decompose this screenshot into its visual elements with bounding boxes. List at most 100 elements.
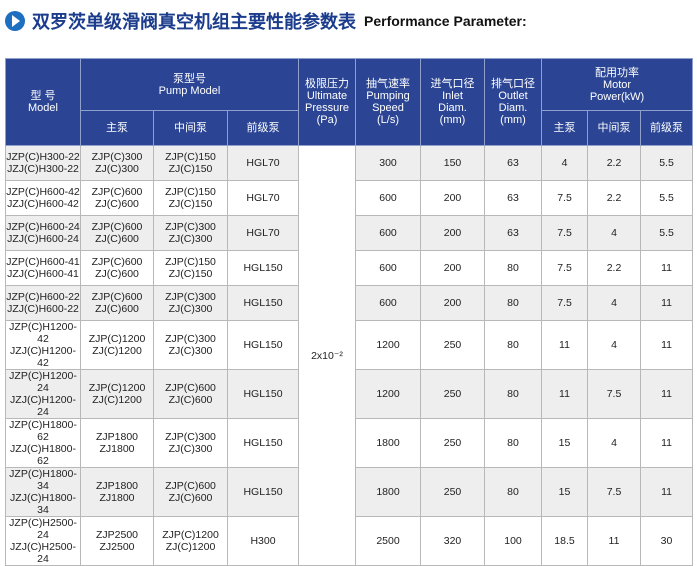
cell-line: 5.5 [659, 192, 674, 204]
data-cell: HGL70 [227, 215, 299, 251]
data-cell: 2.2 [587, 180, 641, 216]
cell-line: 2500 [376, 535, 400, 547]
data-row: JZP(C)H600-41 JZJ(C)H600-41 ZJP(C)600 ZJ(C)… [5, 250, 694, 286]
data-cell: ZJP1800 ZJ1800 [80, 467, 154, 517]
data-cell: ZJP(C)600 ZJ(C)600 [153, 369, 228, 419]
cell-line: JZJ(C)H600-22 [7, 303, 79, 315]
data-cell: 4 [587, 215, 641, 251]
data-cell: ZJP(C)150 ZJ(C)150 [153, 250, 228, 286]
cell-line: ZJ(C)300 [168, 443, 213, 455]
cell-line: 18.5 [554, 535, 575, 547]
cell-line: 7.5 [557, 262, 572, 274]
cell-line: 150 [443, 157, 462, 169]
cell-line: Speed [372, 102, 404, 114]
cell-line: 11 [661, 388, 672, 400]
subheader-cell: 中间泵 [153, 110, 228, 146]
cell-line: HGL150 [243, 388, 283, 400]
cell-line: 250 [443, 388, 462, 400]
cell-line: Outlet [498, 90, 528, 102]
data-cell: JZP(C)H2500-24 JZJ(C)H2500-24 [5, 516, 81, 566]
cell-line: 抽气速率 [366, 78, 410, 90]
data-cell: 80 [484, 320, 542, 370]
cell-line: ZJ(C)600 [95, 198, 139, 210]
cell-line: 11 [661, 486, 672, 498]
cell-line: ZJ2500 [99, 541, 135, 553]
data-cell: 7.5 [541, 180, 588, 216]
data-cell: 11 [639, 285, 694, 321]
data-cell: HGL70 [227, 145, 299, 181]
data-cell: ZJP(C)300 ZJ(C)300 [80, 145, 154, 181]
cell-line: ZJP1800 [95, 431, 139, 443]
cell-line: ZJP1800 [95, 480, 139, 492]
data-cell: ZJP(C)600 ZJ(C)600 [153, 467, 228, 517]
data-row: JZP(C)H300-22 JZJ(C)H300-22 ZJP(C)300 ZJ(C)… [5, 145, 694, 566]
data-cell: 4 [541, 145, 588, 181]
data-cell: 250 [420, 467, 485, 517]
cell-line: 15 [558, 437, 571, 449]
data-row: JZP(C)H600-42 JZJ(C)H600-42 ZJP(C)600 ZJ(C)… [5, 180, 694, 216]
cell-line: ZJ(C)300 [168, 345, 213, 357]
data-cell: 600 [355, 215, 421, 251]
data-cell: 600 [355, 250, 421, 286]
data-row: JZP(C)H1200-42 JZJ(C)H1200-42 ZJP(C)1200 ZJ… [5, 320, 694, 370]
data-cell: JZP(C)H300-22 JZJ(C)H300-22 [5, 145, 81, 181]
cell-line: 11 [661, 339, 672, 351]
cell-line: 600 [379, 192, 397, 204]
data-cell: 18.5 [541, 516, 588, 566]
cell-line: ZJP(C)1200 [88, 382, 146, 394]
cell-line: JZJ(C)H600-42 [7, 198, 79, 210]
cell-line: 7.5 [606, 486, 622, 498]
data-cell: 63 [484, 215, 542, 251]
cell-line: 1200 [376, 388, 400, 400]
title-cn: 双罗茨单级滑阀真空机组主要性能参数表 [32, 12, 356, 33]
data-cell: JZP(C)H1800-62 JZJ(C)H1800-62 [5, 418, 81, 468]
cell-line: ZJP(C)600 [165, 382, 216, 394]
data-cell: 15 [541, 418, 588, 468]
data-cell: JZP(C)H600-22 JZJ(C)H600-22 [5, 285, 81, 321]
data-cell: ZJP(C)300 ZJ(C)300 [153, 418, 228, 468]
cell-line: ZJ(C)1200 [92, 345, 142, 357]
header-cell: 抽气速率 Pumping Speed (L/s) [355, 58, 421, 146]
data-cell: ZJP(C)300 ZJ(C)300 [153, 320, 228, 370]
data-cell: ZJP2500 ZJ2500 [80, 516, 154, 566]
data-cell: JZP(C)H1200-24 JZJ(C)H1200-24 [5, 369, 81, 419]
cell-line: ZJ(C)150 [168, 163, 213, 175]
cell-line: JZP(C)H600-22 [6, 291, 80, 303]
cell-line: 4 [611, 227, 617, 239]
cell-line: JZP(C)H600-42 [6, 186, 80, 198]
cell-line: 配用功率 [595, 66, 640, 79]
data-cell: 150 [420, 145, 485, 181]
cell-line: 4 [561, 157, 568, 169]
data-cell: 5.5 [639, 145, 694, 181]
cell-line: JZJ(C)H600-24 [7, 233, 79, 245]
cell-line: ZJP(C)300 [91, 151, 143, 163]
cell-line: Motor [602, 78, 632, 91]
data-cell: JZP(C)H600-41 JZJ(C)H600-41 [5, 250, 81, 286]
cell-line: ZJ1800 [99, 443, 135, 455]
cell-line: (mm) [500, 114, 526, 126]
cell-line: 1800 [376, 437, 400, 449]
cell-line: ZJP(C)300 [165, 333, 216, 345]
data-cell: 80 [484, 250, 542, 286]
subheader-cell: 前级泵 [639, 110, 694, 146]
header-cell: 型 号 Model [5, 58, 81, 146]
data-row: JZP(C)H1200-24 JZJ(C)H1200-24 ZJP(C)1200 ZJ… [5, 369, 694, 419]
data-cell: 200 [420, 180, 485, 216]
data-cell: 1200 [355, 369, 421, 419]
data-cell: 5.5 [639, 180, 694, 216]
cell-line: 15 [558, 486, 571, 498]
data-cell: 4 [587, 320, 641, 370]
cell-line: 11 [661, 437, 672, 449]
data-cell: 100 [484, 516, 542, 566]
cell-line: ZJ1800 [99, 492, 135, 504]
cell-line: HGL150 [243, 339, 283, 351]
cell-line: Pump Model [158, 84, 221, 97]
data-cell: HGL70 [227, 180, 299, 216]
data-row: JZP(C)H600-22 JZJ(C)H600-22 ZJP(C)600 ZJ(C)… [5, 285, 694, 321]
data-cell: HGL150 [227, 285, 299, 321]
data-row: JZP(C)H600-24 JZJ(C)H600-24 ZJP(C)600 ZJ(C)… [5, 215, 694, 251]
data-cell: HGL150 [227, 250, 299, 286]
cell-line: ZJP(C)600 [91, 221, 143, 233]
title-bar: 双罗茨单级滑阀真空机组主要性能参数表 Performance Parameter… [4, 6, 527, 36]
header-cell: 泵型号 Pump Model [80, 58, 299, 111]
